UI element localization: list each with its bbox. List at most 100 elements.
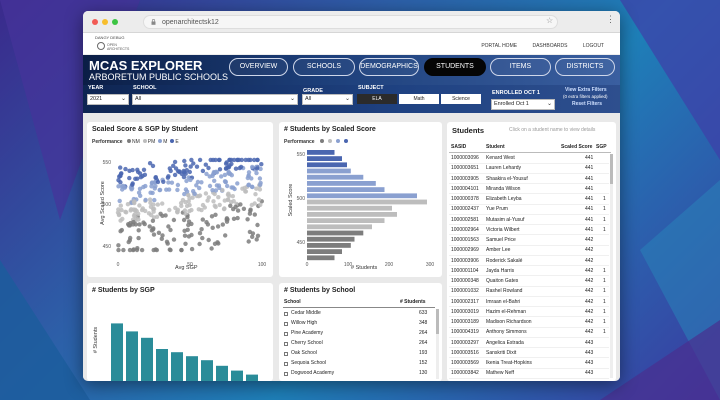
browser-menu-icon[interactable]: ⋮	[606, 14, 615, 24]
student-name[interactable]: Imraan el-Bahri	[486, 298, 521, 305]
open-architects-logo[interactable]: OPEN ARCHITECTS	[97, 42, 129, 54]
school-row[interactable]: Pine Academy 264	[283, 329, 435, 339]
grade-select[interactable]: All ⌄	[302, 94, 353, 105]
student-name[interactable]: Quaiton Gates	[486, 278, 519, 284]
student-name[interactable]: Lauren Lehardy	[486, 165, 522, 172]
student-name[interactable]: Amber Lee	[486, 247, 511, 254]
student-row[interactable]: 1000002437 Yue Prum 441 1	[449, 205, 609, 215]
student-row[interactable]: 1000003906 Roderick Sakalé 442	[449, 257, 609, 267]
student-row[interactable]: 1000003019 Hazim el-Rehman 442 1	[449, 308, 609, 318]
tab-schools[interactable]: SCHOOLS	[293, 58, 355, 76]
school-row[interactable]: Cedar Middle 633	[283, 309, 435, 319]
expand-icon[interactable]	[284, 312, 288, 316]
subject-science-button[interactable]: Science	[441, 94, 481, 104]
student-row[interactable]: 1000003096 Kenard West 441	[449, 154, 609, 164]
col-scaled-score[interactable]: Scaled Score	[561, 144, 593, 150]
student-name[interactable]: Mutasim al-Yusuf	[486, 216, 525, 223]
close-window-dot[interactable]	[92, 19, 98, 25]
student-name[interactable]: Hazim el-Rehman	[486, 308, 527, 315]
legend-dot-2[interactable]	[335, 139, 340, 143]
subject-math-button[interactable]: Math	[399, 94, 439, 104]
schools-scrollbar[interactable]	[436, 309, 439, 379]
student-name[interactable]: Roderick Sakalé	[486, 257, 523, 264]
score-bar-chart[interactable]: 0 100 200 300 550 500 450	[279, 122, 442, 277]
legend-item-nm[interactable]: NM	[126, 139, 140, 145]
reset-filters-link[interactable]: Reset Filters	[572, 101, 603, 107]
student-row[interactable]: 1000002317 Imraan el-Bahri 442 1	[449, 298, 609, 308]
legend-dot-3[interactable]	[343, 139, 348, 143]
scatter-plot[interactable]: 0 50 100 550 500 450	[87, 122, 273, 277]
bookmark-star-icon[interactable]: ☆	[546, 16, 554, 25]
col-sasid[interactable]: SASID	[451, 144, 467, 150]
student-row[interactable]: 1000001563 Samuel Price 442	[449, 236, 609, 246]
minimize-window-dot[interactable]	[102, 19, 108, 25]
student-name[interactable]: Ikenia Treat-Hopkins	[486, 360, 532, 366]
student-name[interactable]: Jayda Harris	[486, 267, 515, 274]
student-row[interactable]: 1000004101 Miranda Wilson 441	[449, 185, 609, 195]
student-row[interactable]: 1000000348 Quaiton Gates 442 1	[449, 277, 609, 287]
student-row[interactable]: 1000000378 Elizabeth Leyba 441 1	[449, 195, 609, 205]
legend-dot-0[interactable]	[319, 139, 324, 143]
expand-icon[interactable]	[284, 372, 288, 376]
legend-item-m[interactable]: M	[158, 139, 167, 145]
school-row[interactable]: Dogwood Academy 130	[283, 369, 435, 379]
subject-ela-button[interactable]: ELA	[357, 94, 397, 104]
tab-demographics[interactable]: DEMOGRAPHICS	[359, 58, 419, 76]
school-select[interactable]: All ⌄	[132, 94, 298, 105]
col-sgp[interactable]: SGP	[596, 144, 607, 150]
student-name[interactable]: Kenard West	[486, 155, 515, 161]
maximize-window-dot[interactable]	[112, 19, 118, 25]
student-row[interactable]: 1000001104 Jayda Harris 442 1	[449, 267, 609, 277]
student-row[interactable]: 1000004319 Anthony Simmons 442 1	[449, 328, 609, 338]
student-name[interactable]: Yue Prum	[486, 206, 508, 213]
school-row[interactable]: Oak School 193	[283, 349, 435, 359]
student-name[interactable]: Elizabeth Leyba	[486, 196, 522, 202]
student-row[interactable]: 1000003189 Madison Richardson 442 1	[449, 318, 609, 328]
student-row[interactable]: 1000002969 Amber Lee 442	[449, 246, 609, 256]
expand-icon[interactable]	[284, 362, 288, 366]
school-row[interactable]: Willow High 348	[283, 319, 435, 329]
student-name[interactable]: Miranda Wilson	[486, 185, 521, 192]
logout-link[interactable]: LOGOUT	[582, 43, 604, 49]
student-row[interactable]: 1000002581 Mutasim al-Yusuf 441 1	[449, 216, 609, 226]
school-row[interactable]: Sequoia School 152	[283, 359, 435, 369]
legend-item-pm[interactable]: PM	[142, 139, 155, 145]
student-name[interactable]: Victoria Wilbert	[486, 226, 520, 233]
school-row[interactable]: Cherry School 264	[283, 339, 435, 349]
student-name[interactable]: Anthony Simmons	[486, 329, 527, 336]
students-scrollbar[interactable]	[610, 154, 613, 378]
col-students[interactable]: # Students	[400, 299, 426, 305]
student-row[interactable]: 1000003651 Lauren Lehardy 441	[449, 164, 609, 174]
student-row[interactable]: 1000003297 Angelica Estrada 443	[449, 339, 609, 349]
legend-item-e[interactable]: E	[170, 139, 179, 145]
enrolled-select[interactable]: Enrolled Oct 1 ⌄	[491, 99, 555, 110]
expand-icon[interactable]	[284, 332, 288, 336]
legend-dot-1[interactable]	[327, 139, 332, 143]
expand-icon[interactable]	[284, 342, 288, 346]
student-name[interactable]: Rashel Rowland	[486, 288, 523, 295]
student-row[interactable]: 1000003842 Mathew Neff 443	[449, 369, 609, 379]
student-name[interactable]: Shaakira el-Yousuf	[486, 175, 528, 182]
sgp-bar-chart[interactable]	[87, 283, 273, 381]
tab-items[interactable]: ITEMS	[490, 58, 551, 76]
portal-home-link[interactable]: PORTAL HOME	[481, 43, 518, 49]
student-name[interactable]: Sanskriti Dixit	[486, 349, 517, 356]
tab-overview[interactable]: OVERVIEW	[229, 58, 288, 76]
student-name[interactable]: Angelica Estrada	[486, 339, 524, 346]
student-row[interactable]: 1000003569 Ikenia Treat-Hopkins 443	[449, 359, 609, 369]
expand-icon[interactable]	[284, 352, 288, 356]
year-select[interactable]: 2021 ⌄	[87, 94, 129, 105]
student-name[interactable]: Mathew Neff	[486, 370, 514, 377]
view-extra-filters-link[interactable]: View Extra Filters	[565, 87, 607, 93]
col-student[interactable]: Student	[486, 144, 505, 150]
address-bar[interactable]: openarchitectsk12	[143, 15, 558, 29]
student-name[interactable]: Madison Richardson	[486, 319, 532, 325]
expand-icon[interactable]	[284, 322, 288, 326]
student-row[interactable]: 1000001032 Rashel Rowland 442 1	[449, 287, 609, 297]
student-name[interactable]: Samuel Price	[486, 237, 516, 243]
student-row[interactable]: 1000003516 Sanskriti Dixit 443	[449, 349, 609, 359]
dashboards-link[interactable]: DASHBOARDS	[532, 43, 568, 49]
tab-students[interactable]: STUDENTS	[424, 58, 486, 76]
student-row[interactable]: 1000003905 Shaakira el-Yousuf 441	[449, 175, 609, 185]
col-school[interactable]: School	[284, 299, 301, 305]
